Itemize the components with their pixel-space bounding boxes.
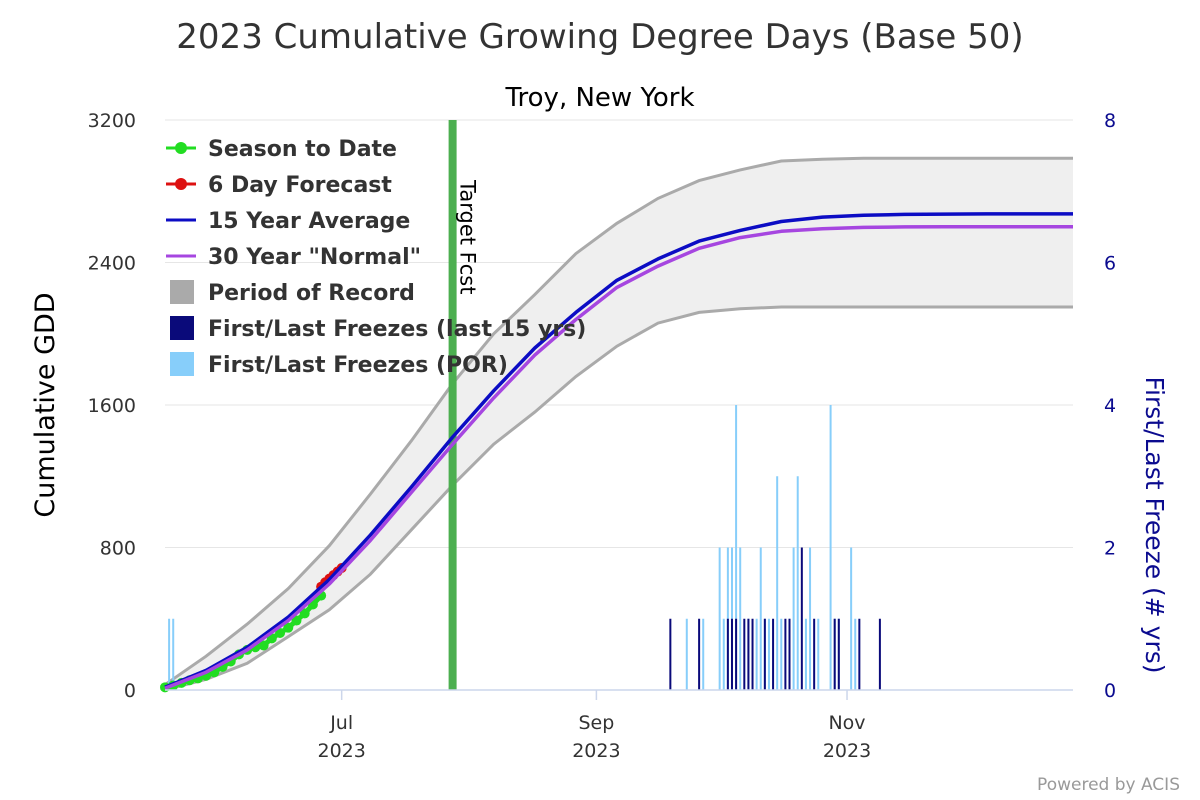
- y-left-tick-label: 800: [100, 538, 136, 560]
- legend-label: First/Last Freezes (last 15 yrs): [208, 317, 586, 342]
- x-tick-label: Jul: [329, 712, 353, 734]
- legend-item[interactable]: Period of Record: [170, 280, 415, 306]
- legend-label: Period of Record: [208, 281, 415, 306]
- series-point: [275, 628, 286, 638]
- chart-title: 2023 Cumulative Growing Degree Days (Bas…: [176, 17, 1023, 57]
- legend-item[interactable]: First/Last Freezes (POR): [170, 352, 508, 378]
- legend-label: Season to Date: [208, 137, 397, 162]
- legend-item[interactable]: Season to Date: [166, 137, 397, 162]
- legend-label: First/Last Freezes (POR): [208, 353, 508, 378]
- legend-item[interactable]: First/Last Freezes (last 15 yrs): [170, 316, 586, 342]
- legend-symbol: [170, 280, 194, 304]
- legend-item[interactable]: 30 Year "Normal": [166, 245, 421, 270]
- axes: 0 800 1600 2400 3200 0 2 4 6 8 Jul Sep Nov 2023 2023 20…: [88, 110, 1116, 762]
- y-right-tick-label: 6: [1104, 253, 1116, 275]
- period-of-record-area: [164, 156, 1073, 692]
- x-tick-year: 2023: [317, 740, 365, 762]
- legend-label: 6 Day Forecast: [208, 173, 392, 198]
- y-left-tick-label: 3200: [88, 110, 136, 132]
- legend-item[interactable]: 6 Day Forecast: [166, 173, 392, 198]
- credit-link[interactable]: Powered by ACIS: [1037, 775, 1180, 795]
- period-of-record-fill: [165, 158, 1073, 691]
- legend-symbol: [170, 352, 194, 376]
- legend-label: 15 Year Average: [208, 209, 410, 234]
- series-lines: [160, 212, 1073, 693]
- x-tick-label: Sep: [578, 712, 614, 734]
- y-right-tick-label: 0: [1104, 680, 1116, 702]
- y-right-tick-label: 8: [1104, 110, 1116, 132]
- x-tick-year: 2023: [572, 740, 620, 762]
- series-line: [164, 212, 1073, 689]
- legend-label: 30 Year "Normal": [208, 245, 421, 270]
- y-axis-left-title: Cumulative GDD: [30, 292, 61, 517]
- series-point: [258, 640, 269, 651]
- legend-item[interactable]: 15 Year Average: [166, 209, 410, 234]
- legend-marker: [175, 142, 187, 154]
- freeze-bars: [168, 405, 881, 690]
- y-right-tick-label: 2: [1104, 538, 1116, 560]
- x-tick-label: Nov: [828, 712, 865, 734]
- period-of-record-high-line: [164, 156, 1073, 686]
- x-tick-year: 2023: [823, 740, 871, 762]
- series-line: [164, 224, 1073, 690]
- y-left-tick-label: 0: [124, 680, 136, 702]
- legend-symbol: [170, 316, 194, 340]
- y-left-tick-label: 1600: [88, 395, 136, 417]
- y-axis-right-title: First/Last Freeze (# yrs): [1140, 376, 1169, 673]
- series-point: [291, 615, 302, 626]
- period-of-record-low-line: [164, 305, 1073, 692]
- legend-marker: [175, 178, 187, 190]
- chart-subtitle: Troy, New York: [504, 83, 694, 113]
- series-point: [283, 622, 294, 633]
- target-forecast-line: Target Fcst: [448, 120, 480, 690]
- target-forecast-label: Target Fcst: [456, 179, 480, 294]
- legend[interactable]: Season to Date 6 Day Forecast 15 Year Aver…: [166, 137, 586, 378]
- y-left-tick-label: 2400: [88, 253, 136, 275]
- series-point: [299, 608, 310, 619]
- y-right-tick-label: 4: [1104, 395, 1116, 417]
